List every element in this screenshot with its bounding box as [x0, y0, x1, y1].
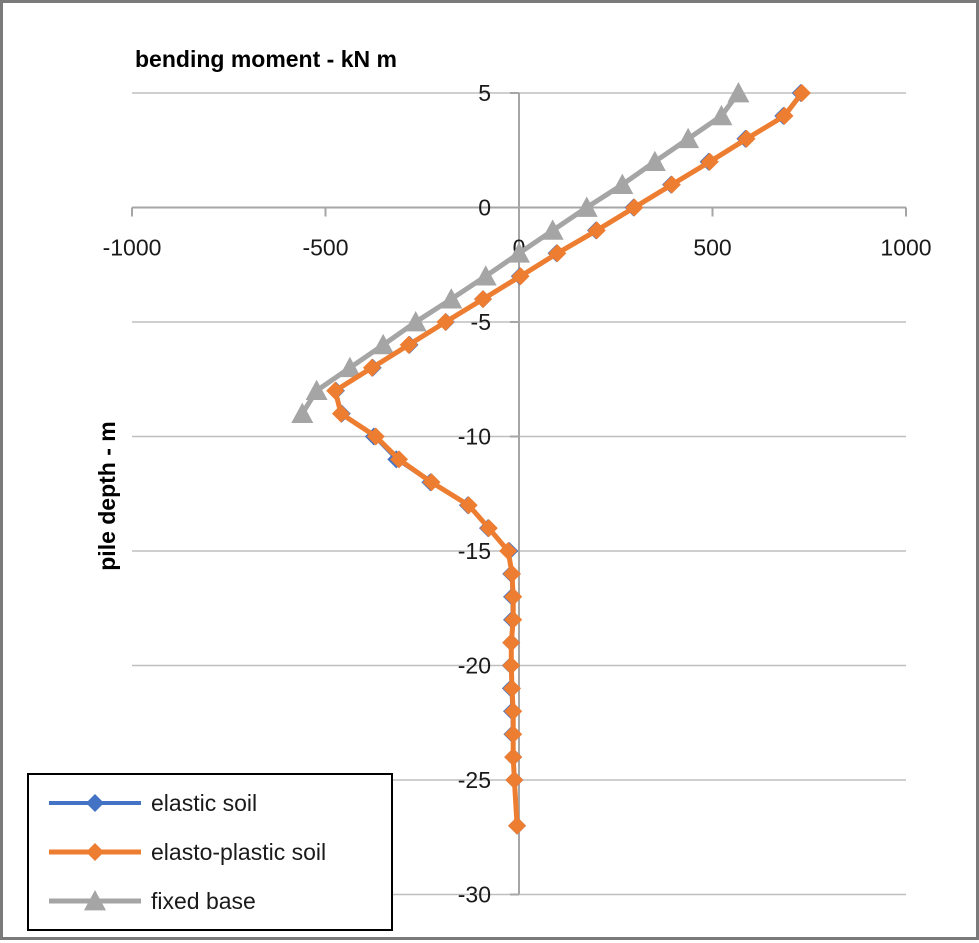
x-tick-label: 1000: [880, 235, 931, 261]
data-point-elasto-plastic-soil: [792, 84, 811, 102]
y-tick-label: -5: [471, 309, 491, 335]
data-point-elasto-plastic-soil: [737, 129, 756, 148]
data-point-elasto-plastic-soil: [422, 473, 441, 492]
data-point-fixed-base: [474, 265, 497, 286]
data-point-elasto-plastic-soil: [504, 702, 523, 721]
data-point-elasto-plastic-soil: [505, 771, 524, 789]
legend-swatch-marker: [84, 890, 106, 911]
data-point-fixed-base: [710, 104, 733, 126]
legend-entry-fixed-base: fixed base: [49, 888, 256, 914]
x-axis-title: bending moment - kN m: [135, 46, 397, 72]
data-point-elasto-plastic-soil: [508, 816, 527, 835]
data-point-elasto-plastic-soil: [504, 748, 523, 767]
data-point-elasto-plastic-soil: [366, 427, 385, 446]
data-point-fixed-base: [727, 82, 750, 103]
y-tick-label: -25: [458, 767, 491, 793]
axes: [131, 92, 907, 896]
y-tick-label: -20: [458, 653, 491, 679]
x-tick-label: -1000: [103, 235, 162, 261]
data-point-elasto-plastic-soil: [479, 519, 498, 538]
data-point-elasto-plastic-soil: [504, 610, 523, 629]
data-point-fixed-base: [611, 173, 634, 194]
y-tick-label: 5: [478, 80, 491, 106]
data-point-elasto-plastic-soil: [436, 313, 455, 331]
data-point-fixed-base: [305, 379, 328, 401]
x-tick-label: 500: [693, 235, 731, 261]
data-point-fixed-base: [677, 127, 700, 149]
legend: elastic soil elasto-plastic soil fixed bas…: [27, 773, 393, 931]
legend-entry-elastic-soil: elastic soil: [49, 790, 257, 816]
y-tick-label: -10: [458, 424, 491, 450]
x-tick-labels: -1000-50005001000: [103, 235, 932, 261]
legend-label: fixed base: [151, 888, 256, 914]
y-tick-label: 0: [478, 195, 491, 221]
data-point-elasto-plastic-soil: [503, 679, 522, 698]
legend-swatch-marker: [86, 794, 104, 812]
y-tick-label: -30: [458, 882, 491, 908]
legend-label: elasto-plastic soil: [151, 839, 326, 865]
data-point-elasto-plastic-soil: [504, 725, 523, 744]
data-point-elasto-plastic-soil: [362, 358, 381, 377]
data-point-fixed-base: [338, 356, 361, 378]
data-point-fixed-base: [291, 402, 314, 423]
data-point-fixed-base: [372, 333, 395, 355]
data-point-elasto-plastic-soil: [499, 542, 518, 560]
data-series: [291, 82, 811, 835]
y-tick-label: -15: [458, 538, 491, 564]
data-point-elasto-plastic-soil: [399, 335, 418, 354]
data-point-fixed-base: [440, 288, 463, 309]
data-point-fixed-base: [404, 311, 427, 332]
data-point-elasto-plastic-soil: [503, 564, 522, 583]
data-point-elasto-plastic-soil: [700, 152, 719, 171]
y-axis-title: pile depth - m: [94, 421, 120, 571]
data-point-elasto-plastic-soil: [390, 450, 409, 469]
data-point-elasto-plastic-soil: [459, 496, 478, 515]
data-point-elasto-plastic-soil: [504, 587, 523, 606]
series-fixed-base: [291, 82, 750, 423]
series-elasto-plastic-soil: [326, 84, 811, 835]
data-point-elasto-plastic-soil: [326, 381, 345, 400]
legend-entry-elasto-plastic-soil: elasto-plastic soil: [49, 839, 326, 865]
x-tick-label: -500: [302, 235, 348, 261]
bending-moment-chart: -1000 -500 0 500 1000 5 0 -5 -10 -15 -20 -25 -30 be…: [27, 46, 932, 931]
data-point-elasto-plastic-soil: [331, 404, 350, 423]
data-point-elasto-plastic-soil: [474, 290, 493, 309]
legend-swatch-marker: [86, 843, 104, 861]
legend-label: elastic soil: [151, 790, 257, 816]
data-point-fixed-base: [643, 150, 666, 172]
data-point-fixed-base: [575, 196, 598, 217]
data-point-fixed-base: [541, 219, 564, 240]
data-point-elasto-plastic-soil: [662, 175, 681, 194]
data-point-elasto-plastic-soil: [775, 106, 794, 125]
data-point-elasto-plastic-soil: [511, 267, 530, 286]
data-point-elasto-plastic-soil: [502, 656, 521, 675]
data-point-fixed-base: [508, 242, 530, 263]
data-point-elasto-plastic-soil: [625, 198, 644, 217]
data-point-elasto-plastic-soil: [548, 244, 567, 263]
data-point-elasto-plastic-soil: [502, 633, 521, 652]
data-point-elasto-plastic-soil: [587, 221, 606, 240]
y-tick-labels: 5 0 -5 -10 -15 -20 -25 -30: [458, 80, 491, 908]
